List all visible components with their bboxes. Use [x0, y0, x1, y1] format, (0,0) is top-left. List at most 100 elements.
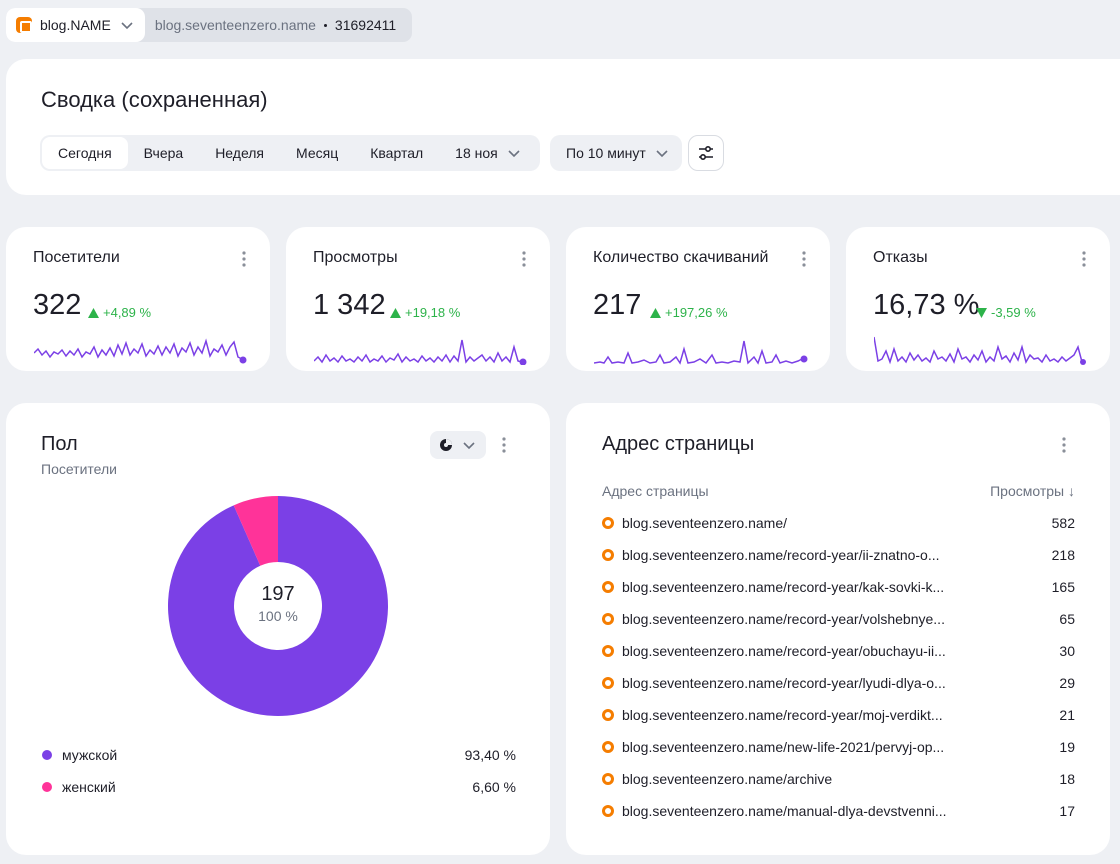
page-views: 165 — [1051, 579, 1075, 595]
table-row[interactable]: blog.seventeenzero.name/record-year/moj-… — [602, 705, 1075, 725]
page-views: 21 — [1059, 707, 1075, 723]
legend-item-male[interactable]: мужской 93,40 % — [42, 745, 516, 765]
blogger-icon — [602, 517, 614, 529]
widget-subtitle: Посетители — [41, 461, 117, 477]
more-icon[interactable] — [502, 437, 506, 453]
blogger-icon — [602, 677, 614, 689]
blogger-icon — [602, 709, 614, 721]
arrow-down-icon — [976, 307, 987, 318]
page-url[interactable]: blog.seventeenzero.name/manual-dlya-devs… — [622, 803, 947, 819]
table-row[interactable]: blog.seventeenzero.name/record-year/ii-z… — [602, 545, 1075, 565]
donut-total-percent: 100 % — [258, 608, 298, 624]
table-row[interactable]: blog.seventeenzero.name/archive 18 — [602, 769, 1075, 789]
grouping-label: По 10 минут — [566, 145, 646, 161]
counter-name: blog.NAME — [40, 17, 111, 33]
table-row[interactable]: blog.seventeenzero.name/582 — [602, 513, 1075, 533]
more-icon[interactable] — [242, 251, 246, 267]
legend-label: женский — [62, 779, 116, 795]
table-row[interactable]: blog.seventeenzero.name/manual-dlya-devs… — [602, 801, 1075, 821]
page-url[interactable]: blog.seventeenzero.name/new-life-2021/pe… — [622, 739, 945, 755]
widget-title: Адрес страницы — [602, 433, 755, 455]
legend-item-female[interactable]: женский 6,60 % — [42, 777, 516, 797]
gender-donut-chart — [167, 496, 388, 716]
metric-value: 16,73 % — [873, 289, 980, 321]
separator-dot — [323, 23, 327, 27]
blogger-icon — [602, 613, 614, 625]
table-header: Адрес страницы Просмотры ↓ — [602, 483, 1075, 499]
chevron-down-icon — [656, 150, 668, 158]
page-views: 582 — [1051, 515, 1075, 531]
column-header-views[interactable]: Просмотры ↓ — [990, 483, 1075, 499]
table-row[interactable]: blog.seventeenzero.name/new-life-2021/pe… — [602, 737, 1075, 757]
period-quarter[interactable]: Квартал — [370, 145, 424, 161]
metric-value: 322 — [33, 289, 82, 321]
page-url[interactable]: blog.seventeenzero.name/record-year/obuc… — [622, 643, 946, 659]
metric-card-visitors[interactable]: Посетители 322 +4,89 % — [6, 227, 270, 371]
blogger-icon — [602, 549, 614, 561]
page-views: 18 — [1059, 771, 1075, 787]
more-icon[interactable] — [1082, 251, 1086, 267]
column-header-url[interactable]: Адрес страницы — [602, 483, 709, 499]
metric-delta: +197,26 % — [650, 305, 728, 320]
grouping-select[interactable]: По 10 минут — [550, 135, 682, 171]
metric-delta: +19,18 % — [390, 305, 460, 320]
donut-center: 197 100 % — [234, 583, 322, 624]
chart-type-select[interactable] — [430, 431, 486, 459]
blogger-icon — [16, 17, 32, 33]
metric-title: Количество скачиваний — [593, 249, 769, 266]
page-url[interactable]: blog.seventeenzero.name/record-year/moj-… — [622, 707, 943, 723]
counter-selector[interactable]: blog.NAME blog.seventeenzero.name 316924… — [6, 8, 413, 42]
legend-dot — [42, 782, 52, 792]
sparkline — [594, 340, 808, 365]
period-month[interactable]: Месяц — [296, 145, 339, 161]
page-url[interactable]: blog.seventeenzero.name/ — [622, 515, 787, 531]
period-week[interactable]: Неделя — [215, 145, 265, 161]
page-address-widget: Адрес страницы Адрес страницы Просмотры … — [566, 403, 1110, 855]
period-yesterday[interactable]: Вчера — [143, 145, 184, 161]
chevron-down-icon — [463, 442, 475, 450]
page-url[interactable]: blog.seventeenzero.name/record-year/ii-z… — [622, 547, 940, 563]
sparkline — [314, 339, 527, 365]
period-today[interactable]: Сегодня — [42, 137, 128, 169]
metric-delta-value: +197,26 % — [665, 305, 728, 320]
arrow-up-icon — [88, 307, 99, 318]
blogger-icon — [602, 581, 614, 593]
metric-card-pageviews[interactable]: Просмотры 1 342 +19,18 % — [286, 227, 550, 371]
date-picker[interactable]: 18 ноя — [439, 137, 538, 169]
table-row[interactable]: blog.seventeenzero.name/record-year/lyud… — [602, 673, 1075, 693]
more-icon[interactable] — [522, 251, 526, 267]
summary-header: Сводка (сохраненная) Сегодня Вчера Недел… — [6, 59, 1120, 195]
sliders-icon — [699, 145, 713, 161]
metric-value: 1 342 — [313, 289, 386, 321]
donut-slice-female[interactable] — [233, 496, 278, 566]
page-views: 218 — [1051, 547, 1075, 563]
period-selector: Сегодня Вчера Неделя Месяц Квартал 18 но… — [40, 135, 540, 171]
pie-chart-icon — [440, 439, 452, 451]
arrow-up-icon — [650, 307, 661, 318]
counter-dropdown[interactable]: blog.NAME — [6, 8, 145, 42]
table-row[interactable]: blog.seventeenzero.name/record-year/vols… — [602, 609, 1075, 629]
page-url[interactable]: blog.seventeenzero.name/record-year/lyud… — [622, 675, 946, 691]
more-icon[interactable] — [1062, 437, 1066, 453]
metric-delta: +4,89 % — [88, 305, 151, 320]
metric-delta-value: +4,89 % — [103, 305, 152, 320]
page-url[interactable]: blog.seventeenzero.name/record-year/kak-… — [622, 579, 945, 595]
table-row[interactable]: blog.seventeenzero.name/record-year/kak-… — [602, 577, 1075, 597]
blogger-icon — [602, 645, 614, 657]
page-views: 17 — [1059, 803, 1075, 819]
more-icon[interactable] — [802, 251, 806, 267]
table-row[interactable]: blog.seventeenzero.name/record-year/obuc… — [602, 641, 1075, 661]
metric-value: 217 — [593, 289, 642, 321]
page-views: 65 — [1059, 611, 1075, 627]
blogger-icon — [602, 741, 614, 753]
legend-value: 93,40 % — [464, 747, 516, 763]
page-views: 19 — [1059, 739, 1075, 755]
filter-settings-button[interactable] — [688, 135, 724, 171]
metric-delta-value: -3,59 % — [991, 305, 1036, 320]
metric-card-downloads[interactable]: Количество скачиваний 217 +197,26 % — [566, 227, 830, 371]
donut-slice-male[interactable] — [167, 496, 388, 716]
page-url[interactable]: blog.seventeenzero.name/record-year/vols… — [622, 611, 945, 627]
page-url[interactable]: blog.seventeenzero.name/archive — [622, 771, 833, 787]
blogger-icon — [602, 773, 614, 785]
metric-card-bounce-rate[interactable]: Отказы 16,73 % -3,59 % — [846, 227, 1110, 371]
